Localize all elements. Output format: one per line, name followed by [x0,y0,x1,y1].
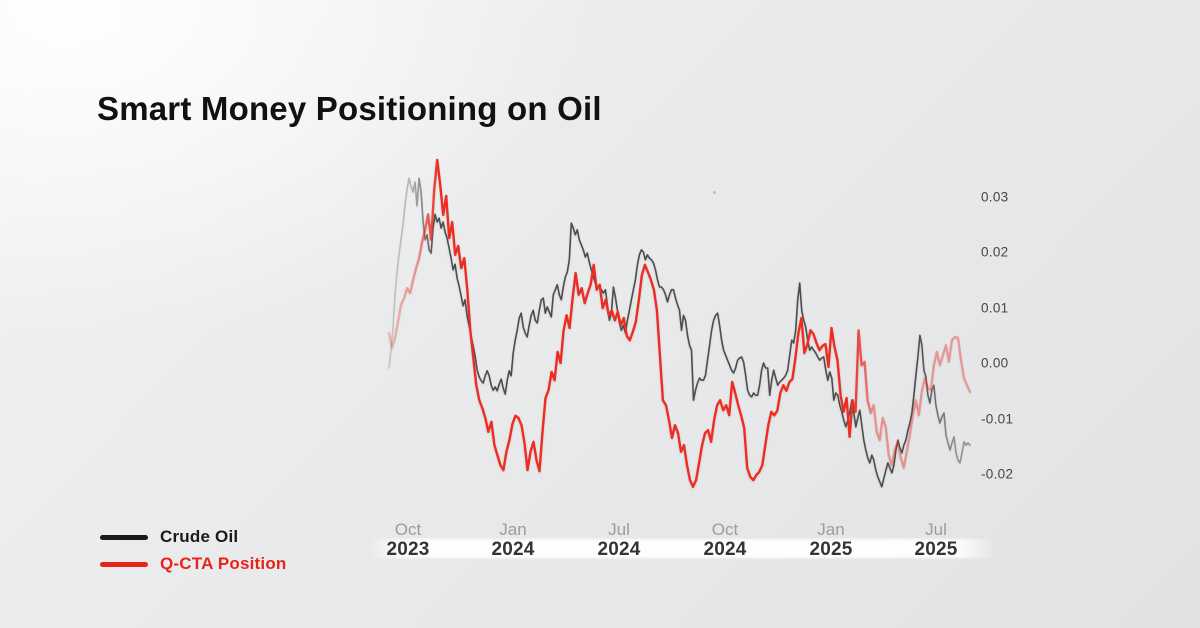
y-tick-0.03: 0.03 [981,189,1009,205]
x-tick-year: 2024 [703,539,747,560]
x-tick-month: Jul [608,520,630,539]
legend: Crude Oil Q-CTA Position [100,526,287,580]
x-tick-jul-2025: Jul 2025 [914,521,957,559]
x-tick-year: 2025 [809,539,853,560]
x-tick-month: Oct [711,520,739,539]
y-tick-0.00: 0.00 [981,355,1009,371]
x-tick-jul-2024: Jul 2024 [597,521,640,559]
x-tick-month: Jul [925,520,947,539]
x-tick-month: Oct [394,520,422,539]
y-tick-0.02: 0.02 [981,244,1009,260]
x-tick-year: 2023 [386,539,430,560]
x-tick-year: 2024 [491,539,535,560]
x-tick-year: 2025 [914,539,958,560]
crude-oil-line-swatch [100,534,148,540]
x-axis-highlight-band [368,539,996,558]
legend-item-crude-oil: Crude Oil [100,526,287,548]
qcta-position-line-swatch [100,561,148,567]
x-tick-month: Jan [499,520,527,539]
x-tick-jan-2024: Jan 2024 [491,521,534,559]
x-tick-year: 2024 [597,539,641,560]
crude-oil-legend-label: Crude Oil [160,527,239,546]
legend-item-qcta-position: Q-CTA Position [100,553,287,575]
x-tick-oct-2024: Oct 2024 [703,521,746,559]
series-line-crude-oil [388,177,971,488]
y-tick--0.01: -0.01 [981,411,1014,427]
series-line-q-cta-position [387,158,972,488]
chart-speck-dot [713,191,716,194]
y-tick-0.01: 0.01 [981,300,1009,316]
x-tick-month: Jan [817,520,845,539]
page-title: Smart Money Positioning on Oil [97,90,602,127]
y-tick--0.02: -0.02 [981,466,1014,482]
qcta-position-legend-label: Q-CTA Position [160,554,287,573]
x-tick-jan-2025: Jan 2025 [809,521,852,559]
x-tick-oct-2023: Oct 2023 [386,521,429,559]
